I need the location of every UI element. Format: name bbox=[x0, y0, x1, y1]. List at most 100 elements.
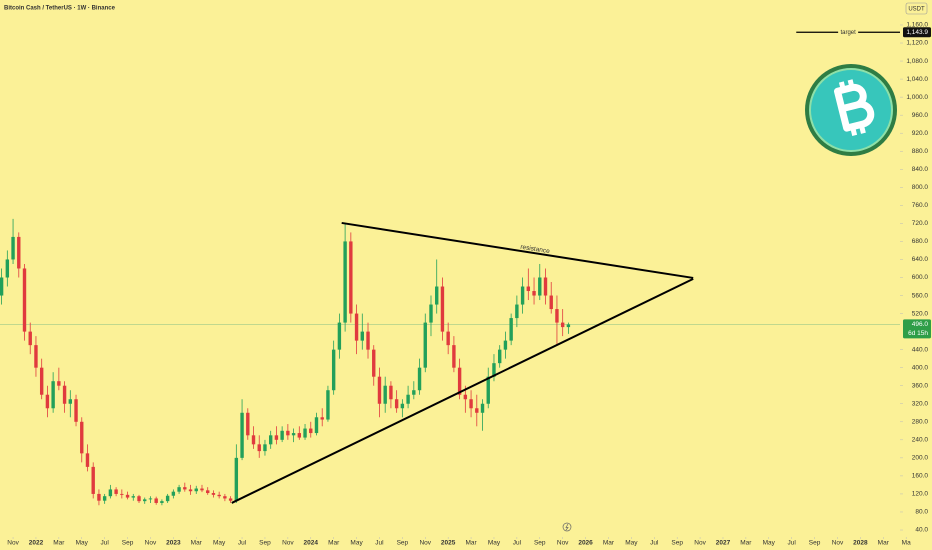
candle-body bbox=[274, 435, 279, 440]
candle-body bbox=[280, 430, 284, 440]
candle-body bbox=[303, 428, 307, 438]
y-tick-label: 680.0 bbox=[912, 238, 929, 245]
candle-body bbox=[194, 488, 198, 492]
candle-body bbox=[463, 394, 468, 400]
candle-body bbox=[354, 313, 359, 341]
candle-body bbox=[57, 381, 61, 386]
candle-body bbox=[549, 295, 553, 310]
y-tick-label: 880.0 bbox=[912, 148, 929, 155]
x-tick-label: Sep bbox=[259, 540, 271, 547]
trendline-label: resistance bbox=[520, 244, 551, 256]
candle-body bbox=[360, 331, 364, 341]
candle-body bbox=[337, 322, 342, 350]
candle-body bbox=[532, 291, 536, 296]
x-tick-label: Ma bbox=[902, 540, 911, 547]
candle-body bbox=[475, 408, 479, 413]
candle-body bbox=[183, 487, 187, 490]
candle-body bbox=[102, 496, 107, 501]
x-tick-label: Mar bbox=[740, 540, 752, 547]
candle-body bbox=[257, 444, 261, 452]
x-tick-label: Sep bbox=[534, 540, 546, 547]
candle-body bbox=[349, 241, 353, 314]
candle-body bbox=[39, 367, 44, 395]
y-tick-label: 320.0 bbox=[912, 400, 929, 407]
candle-body bbox=[440, 286, 445, 332]
x-tick-label: May bbox=[488, 540, 501, 547]
candle-body bbox=[108, 489, 113, 497]
candle-body bbox=[515, 304, 519, 319]
x-tick-label: Nov bbox=[7, 540, 19, 547]
candle-body bbox=[446, 331, 450, 346]
x-tick-label: May bbox=[763, 540, 776, 547]
y-tick-label: 760.0 bbox=[912, 202, 929, 209]
candle-body bbox=[503, 340, 508, 350]
candle-body bbox=[492, 363, 496, 377]
x-tick-label: 2023 bbox=[166, 540, 181, 547]
candle-body bbox=[538, 277, 542, 296]
countdown: 6d 15h bbox=[908, 330, 928, 337]
y-tick-label: 400.0 bbox=[912, 364, 929, 371]
trendline bbox=[341, 221, 694, 279]
candle-body bbox=[240, 412, 244, 458]
candle-body bbox=[406, 394, 410, 404]
candle-body bbox=[246, 412, 250, 436]
candle-body bbox=[114, 489, 118, 494]
candle-body bbox=[268, 435, 273, 445]
x-tick-label: Mar bbox=[191, 540, 203, 547]
x-tick-label: Jul bbox=[650, 540, 659, 547]
x-tick-label: May bbox=[213, 540, 226, 547]
last-price-label: 496.0 bbox=[912, 321, 929, 328]
candle-body bbox=[165, 495, 170, 502]
candle-body bbox=[309, 428, 313, 434]
candle-body bbox=[314, 417, 319, 434]
y-tick-label: 280.0 bbox=[912, 419, 929, 426]
y-tick-label: 40.0 bbox=[915, 527, 928, 534]
y-tick-label: 1,040.0 bbox=[906, 76, 928, 83]
y-tick-label: 120.0 bbox=[912, 491, 929, 498]
y-tick-label: 640.0 bbox=[912, 256, 929, 263]
candle-body bbox=[417, 367, 422, 391]
currency[interactable]: USDT bbox=[908, 7, 925, 13]
candle-body bbox=[286, 430, 290, 436]
candle-body bbox=[423, 322, 427, 368]
candle-body bbox=[377, 376, 382, 404]
candle-body bbox=[394, 399, 399, 409]
y-tick-label: 720.0 bbox=[912, 220, 929, 227]
candle-body bbox=[34, 345, 38, 368]
x-tick-label: Nov bbox=[694, 540, 706, 547]
candle-body bbox=[188, 489, 193, 492]
plot-layer bbox=[0, 218, 900, 506]
candle-body bbox=[480, 403, 485, 413]
candle-body bbox=[154, 498, 158, 503]
bitcoin-cash-logo bbox=[805, 64, 897, 156]
candle-body bbox=[200, 488, 204, 491]
bottom-icon[interactable] bbox=[562, 522, 572, 532]
y-tick-label: 1,160.0 bbox=[906, 22, 928, 29]
x-tick-label: May bbox=[350, 540, 363, 547]
candle-body bbox=[228, 498, 233, 501]
candle-body bbox=[22, 268, 27, 332]
candle-body bbox=[326, 390, 330, 420]
candle-body bbox=[85, 453, 90, 467]
y-tick-label: 560.0 bbox=[912, 292, 929, 299]
x-tick-label: 2027 bbox=[716, 540, 731, 547]
y-tick-label: 1,120.0 bbox=[906, 40, 928, 47]
x-tick-label: 2025 bbox=[441, 540, 456, 547]
candle-body bbox=[251, 435, 256, 445]
candle-body bbox=[234, 457, 239, 501]
candle-body bbox=[291, 433, 296, 436]
candle-body bbox=[97, 493, 101, 501]
x-tick-label: 2024 bbox=[304, 540, 319, 547]
currency-box[interactable] bbox=[905, 2, 928, 15]
candle-body bbox=[412, 390, 416, 395]
candle-body bbox=[435, 286, 439, 305]
candle-body bbox=[486, 376, 490, 404]
candle-body bbox=[372, 349, 376, 377]
x-tick-label: 2026 bbox=[578, 540, 593, 547]
candle-body bbox=[509, 318, 513, 341]
x-tick-label: May bbox=[76, 540, 89, 547]
x-tick-label: Jul bbox=[375, 540, 384, 547]
candle-body bbox=[217, 494, 221, 497]
candle-body bbox=[131, 496, 135, 498]
candle-body bbox=[497, 349, 502, 364]
